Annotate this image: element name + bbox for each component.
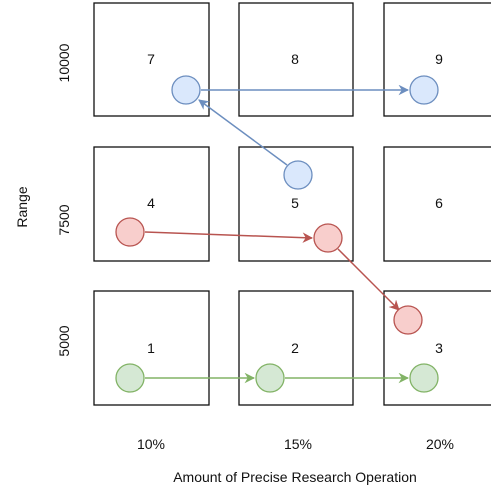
- blue-arrow-5-to-7: [198, 99, 288, 166]
- green-node-cell-1: [115, 363, 145, 393]
- x-tick-15pct: 15%: [284, 436, 312, 452]
- red-node-cell-5: [313, 223, 343, 253]
- blue-node-cell-7: [171, 75, 201, 105]
- green-node-cell-2: [255, 363, 285, 393]
- x-axis: 10% 15% 20% Amount of Precise Research O…: [137, 436, 454, 485]
- cell-1-label: 1: [147, 340, 155, 356]
- x-tick-10pct: 10%: [137, 436, 165, 452]
- red-node-cell-3: [393, 305, 423, 335]
- y-tick-5000: 5000: [56, 325, 72, 356]
- y-axis-label: Range: [14, 186, 30, 227]
- cell-9-box: [383, 2, 491, 117]
- cell-1-box: [93, 290, 210, 406]
- red-arrow-4-to-5: [144, 231, 314, 243]
- y-tick-10000: 10000: [56, 43, 72, 82]
- cell-8-box: [238, 2, 354, 117]
- cell-3-box: [383, 290, 491, 406]
- cell-4-label: 4: [147, 195, 155, 211]
- x-tick-20pct: 20%: [426, 436, 454, 452]
- path-blue: [171, 75, 439, 190]
- path-green: [115, 363, 439, 393]
- cell-4-box: [93, 146, 210, 262]
- cell-3-label: 3: [435, 340, 443, 356]
- path-red: [115, 217, 423, 335]
- cell-2-label: 2: [291, 340, 299, 356]
- blue-node-cell-5: [283, 160, 313, 190]
- y-axis: 10000 7500 5000 Range: [14, 43, 72, 356]
- red-node-cell-4: [115, 217, 145, 247]
- cell-9-label: 9: [435, 51, 443, 67]
- green-node-cell-3: [409, 363, 439, 393]
- blue-node-cell-9: [409, 75, 439, 105]
- cell-8-label: 8: [291, 51, 299, 67]
- cell-5-label: 5: [291, 195, 299, 211]
- red-arrow-5-to-3: [337, 248, 400, 311]
- cell-6-label: 6: [435, 195, 443, 211]
- cell-6-box: [383, 146, 491, 262]
- y-tick-7500: 7500: [56, 204, 72, 235]
- cell-labels: 7 8 9 4 5 6 1 2 3: [147, 51, 443, 356]
- x-axis-label: Amount of Precise Research Operation: [173, 469, 417, 485]
- cell-7-label: 7: [147, 51, 155, 67]
